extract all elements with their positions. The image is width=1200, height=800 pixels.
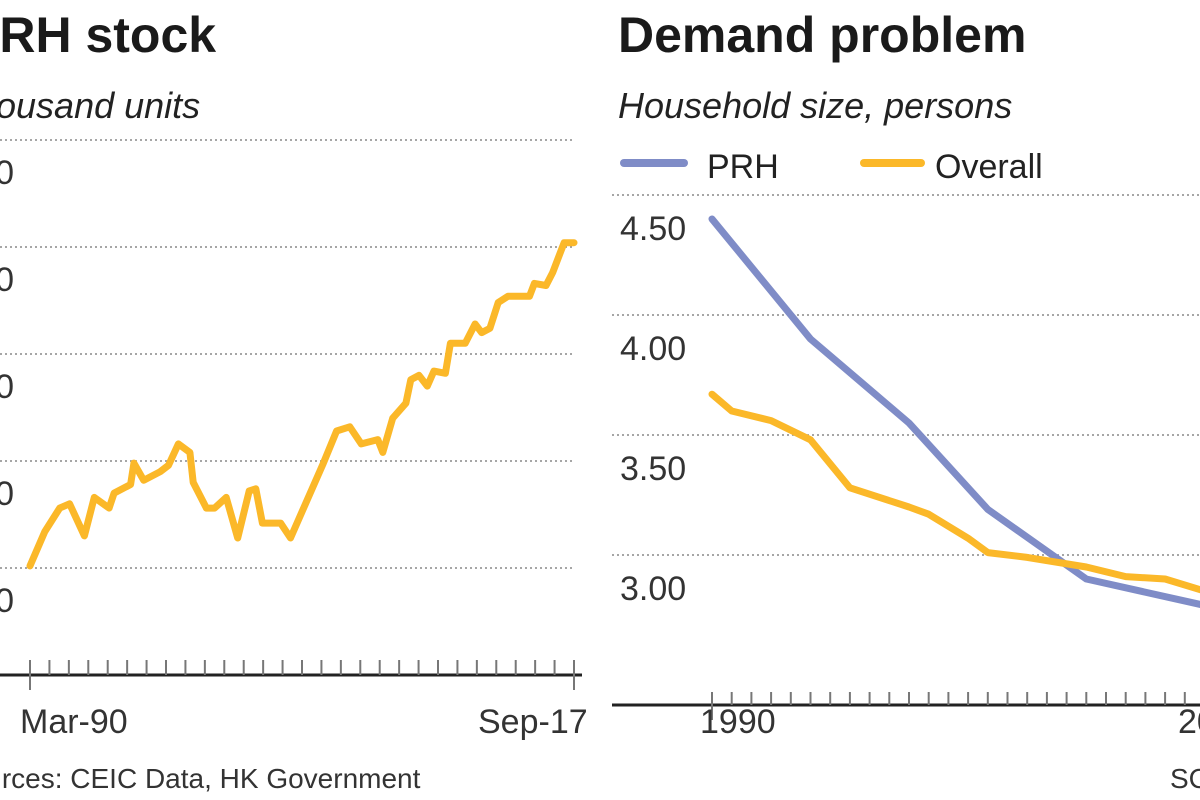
right-y-tick-label: 3.00 — [620, 570, 686, 608]
right-y-tick-labels: 4.50 4.00 3.50 3.00 — [620, 210, 686, 608]
left-y-tick-label: 750 — [0, 368, 14, 406]
right-series-line-overall — [708, 390, 1200, 594]
left-y-tick-labels: 650 700 750 800 850 — [0, 154, 14, 620]
legend-label-overall: Overall — [935, 148, 1043, 186]
left-y-tick-label: 850 — [0, 154, 14, 192]
right-series-line-prh — [708, 215, 1200, 608]
right-y-tick-label: 4.50 — [620, 210, 686, 248]
left-chart-title: PRH stock — [0, 7, 216, 63]
left-y-tick-label: 700 — [0, 475, 14, 513]
left-chart-subtitle: Thousand units — [0, 85, 200, 126]
left-source-note: Sources: CEIC Data, HK Government — [0, 763, 421, 794]
left-x-ticks — [29, 660, 575, 690]
right-chart-subtitle: Household size, persons — [618, 85, 1012, 126]
left-y-tick-label: 650 — [0, 582, 14, 620]
left-x-tick-label-end: Sep-17 — [478, 703, 588, 741]
right-series-group — [708, 215, 1200, 608]
right-gridlines — [612, 194, 1200, 556]
right-x-tick-label-end: 2014 — [1178, 703, 1200, 741]
right-y-tick-label: 3.50 — [620, 450, 686, 488]
left-series-line — [26, 239, 578, 570]
left-series-group — [26, 239, 578, 570]
right-x-ticks — [711, 692, 1186, 720]
right-x-tick-label-start: 1990 — [700, 703, 776, 741]
right-chart-title: Demand problem — [618, 7, 1026, 63]
left-gridlines — [0, 139, 575, 569]
right-source-note: SCMP — [1170, 763, 1200, 794]
left-y-tick-label: 800 — [0, 261, 14, 299]
left-x-tick-label-start: Mar-90 — [20, 703, 128, 741]
legend: PRH Overall — [620, 148, 1043, 186]
right-y-tick-label: 4.00 — [620, 330, 686, 368]
legend-label-prh: PRH — [707, 148, 779, 186]
